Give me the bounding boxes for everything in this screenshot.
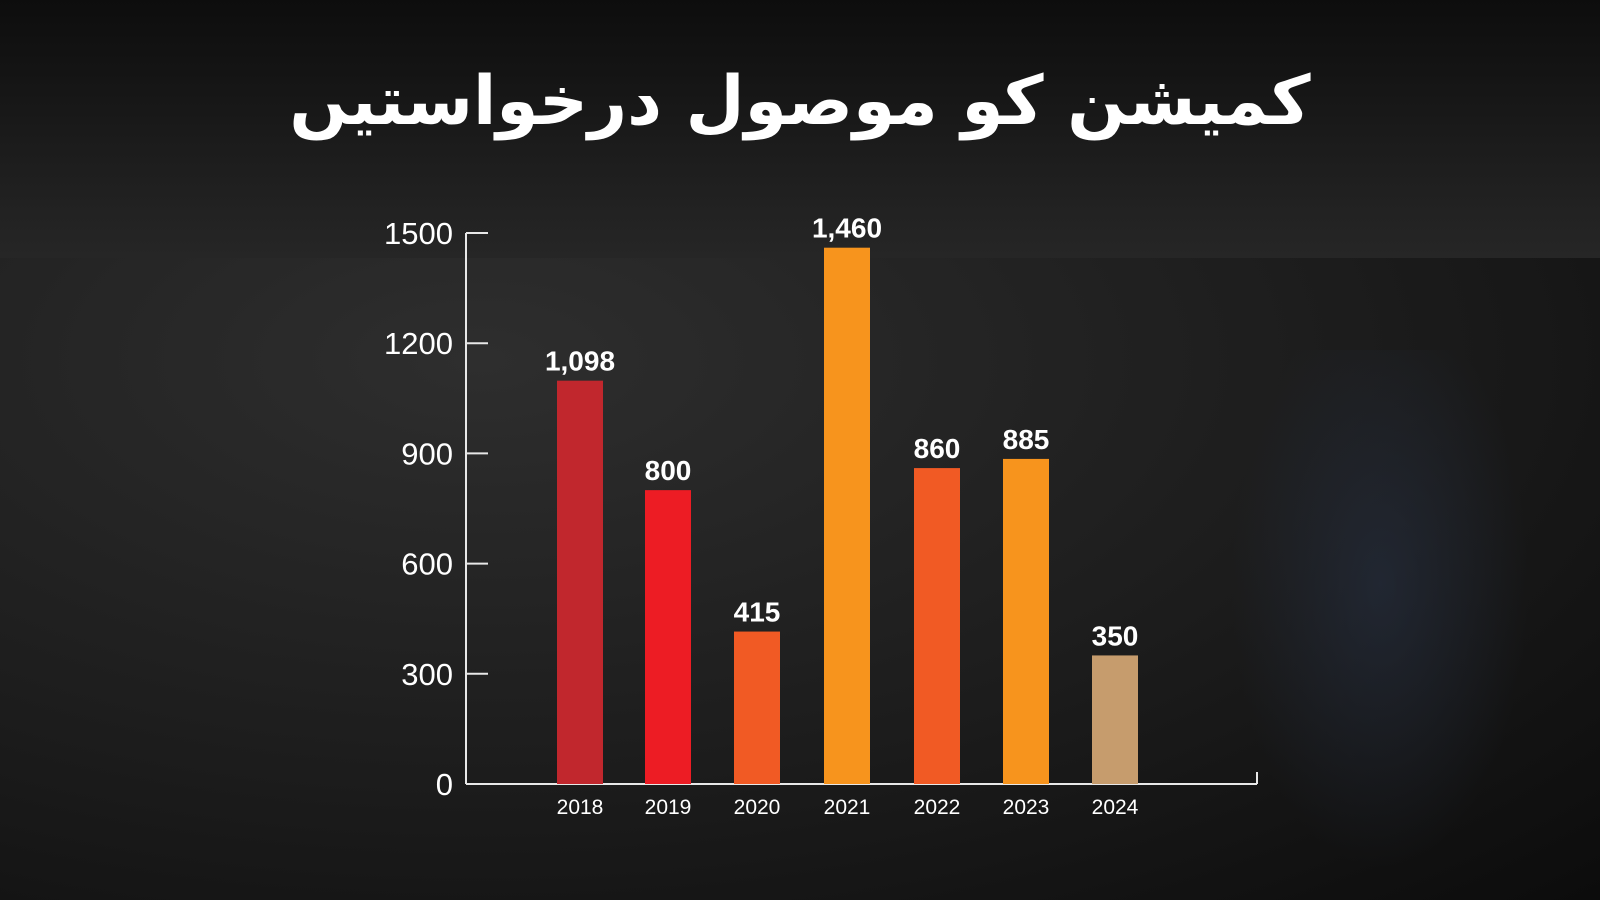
x-tick-label: 2021	[824, 796, 871, 819]
x-tick-label: 2020	[734, 796, 781, 819]
x-tick-label: 2018	[557, 796, 604, 819]
y-tick-label: 1200	[384, 326, 453, 361]
data-label: 350	[1092, 620, 1139, 651]
y-tick-label: 1500	[384, 216, 453, 251]
seated-figure-image	[1230, 350, 1530, 870]
data-label: 1,460	[812, 213, 882, 244]
bar-2022	[914, 468, 960, 784]
bar-2018	[557, 380, 603, 784]
data-label: 885	[1003, 424, 1050, 455]
bar-2023	[1003, 458, 1049, 784]
bar-2020	[734, 631, 780, 784]
x-tick-label: 2024	[1092, 796, 1139, 819]
x-tick-label: 2019	[645, 796, 692, 819]
y-tick-label: 600	[401, 547, 453, 582]
background-band	[0, 0, 1600, 258]
x-tick-label: 2023	[1003, 796, 1050, 819]
bar-2021	[824, 247, 870, 784]
x-tick-label: 2022	[914, 796, 961, 819]
chart-title: کمیشن کو موصول درخواستیں	[289, 62, 1311, 141]
data-label: 415	[734, 597, 781, 628]
data-label: 800	[645, 455, 692, 486]
y-tick-label: 900	[401, 436, 453, 471]
bar-2019	[645, 490, 691, 784]
data-label: 1,098	[545, 346, 615, 377]
bar-2024	[1092, 655, 1138, 784]
y-tick-label: 300	[401, 657, 453, 692]
data-label: 860	[914, 433, 961, 464]
y-tick-label: 0	[436, 767, 453, 802]
